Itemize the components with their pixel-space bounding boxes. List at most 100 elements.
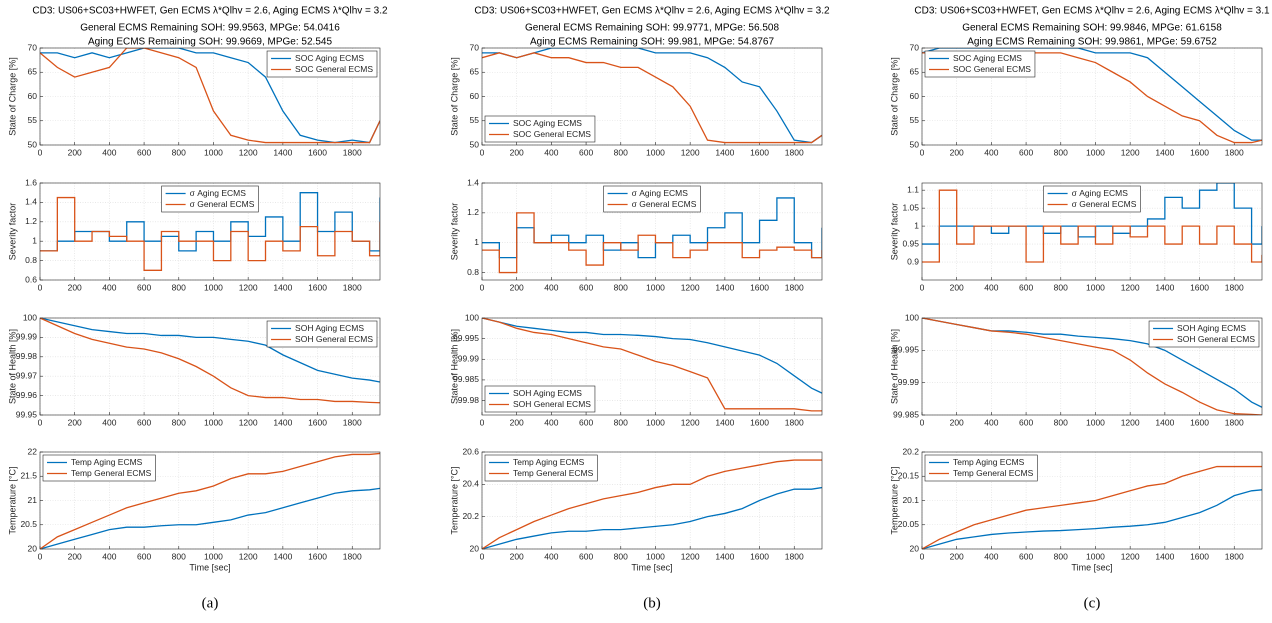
legend-label: Temp General ECMS bbox=[71, 468, 152, 478]
legend-label: SOC Aging ECMS bbox=[513, 118, 582, 128]
x-tick-label: 600 bbox=[579, 417, 593, 427]
legend-box bbox=[42, 454, 156, 482]
x-tick-label: 200 bbox=[68, 417, 82, 427]
legend-box bbox=[603, 185, 701, 213]
y-tick-label: 22 bbox=[28, 446, 38, 456]
y-tick-label: 1.2 bbox=[25, 216, 37, 226]
x-tick-label: 1200 bbox=[1121, 147, 1140, 157]
x-tick-label: 800 bbox=[614, 282, 628, 292]
chart-subtitle: Aging ECMS Remaining SOH: 99.9669, MPGe:… bbox=[88, 37, 332, 48]
x-tick-label: 1000 bbox=[204, 417, 223, 427]
x-tick-label: 0 bbox=[38, 551, 43, 561]
legend-label: SOC Aging ECMS bbox=[953, 53, 1022, 63]
legend-label: σ Aging ECMS bbox=[632, 188, 689, 198]
x-axis-label: Time [sec] bbox=[189, 562, 230, 572]
series-line bbox=[922, 465, 1262, 549]
x-tick-label: 1800 bbox=[1225, 282, 1244, 292]
x-tick-label: 200 bbox=[510, 417, 524, 427]
y-tick-label: 70 bbox=[910, 42, 920, 52]
series-line bbox=[40, 318, 380, 383]
chart-title: CD3: US06+SC03+HWFET, Gen ECMS λ*Qlhv = … bbox=[914, 6, 1270, 17]
x-tick-label: 400 bbox=[544, 417, 558, 427]
x-tick-label: 1200 bbox=[1121, 282, 1140, 292]
legend-label: SOH Aging ECMS bbox=[513, 388, 582, 398]
axes-frame bbox=[481, 182, 823, 281]
y-tick-label: 20.1 bbox=[902, 495, 919, 505]
legend-label: σ Aging ECMS bbox=[190, 188, 247, 198]
axes-frame bbox=[481, 451, 823, 550]
x-tick-label: 1400 bbox=[1155, 417, 1174, 427]
legend-label: σ General ECMS bbox=[632, 199, 697, 209]
legend-label: SOH General ECMS bbox=[295, 334, 373, 344]
y-tick-label: 99.995 bbox=[893, 345, 919, 355]
series-line bbox=[922, 48, 1262, 141]
x-tick-label: 600 bbox=[1019, 551, 1033, 561]
x-tick-label: 0 bbox=[920, 147, 925, 157]
x-tick-label: 1400 bbox=[1155, 551, 1174, 561]
x-tick-label: 1200 bbox=[239, 282, 258, 292]
x-tick-label: 1600 bbox=[308, 417, 327, 427]
x-tick-label: 1200 bbox=[681, 417, 700, 427]
x-tick-label: 400 bbox=[102, 417, 116, 427]
x-tick-label: 1000 bbox=[1086, 282, 1105, 292]
y-axis-label: Temperature [°C] bbox=[449, 466, 459, 534]
y-tick-label: 55 bbox=[470, 115, 480, 125]
x-tick-label: 1800 bbox=[785, 417, 804, 427]
x-tick-label: 200 bbox=[950, 282, 964, 292]
y-tick-label: 70 bbox=[470, 42, 480, 52]
series-line bbox=[482, 52, 822, 144]
x-tick-label: 1000 bbox=[204, 282, 223, 292]
x-tick-label: 1400 bbox=[273, 417, 292, 427]
series-line bbox=[40, 318, 380, 404]
x-tick-label: 1600 bbox=[308, 551, 327, 561]
chart-subtitle: Aging ECMS Remaining SOH: 99.9861, MPGe:… bbox=[967, 37, 1217, 48]
legend-label: SOH General ECMS bbox=[513, 399, 591, 409]
y-tick-label: 99.99 bbox=[16, 332, 38, 342]
y-tick-label: 55 bbox=[28, 115, 38, 125]
legend-label: SOH General ECMS bbox=[1177, 334, 1255, 344]
y-tick-label: 20 bbox=[470, 543, 480, 553]
y-tick-label: 99.985 bbox=[453, 374, 479, 384]
legend-label: σ General ECMS bbox=[1072, 199, 1137, 209]
chart-title: CD3: US06+SC03+HWFET, Gen ECMS λ*Qlhv = … bbox=[32, 6, 388, 17]
legend-box bbox=[924, 454, 1038, 482]
x-tick-label: 0 bbox=[920, 551, 925, 561]
y-tick-label: 0.8 bbox=[25, 255, 37, 265]
y-tick-label: 20.5 bbox=[20, 519, 37, 529]
y-tick-label: 0.8 bbox=[467, 267, 479, 277]
x-tick-label: 1800 bbox=[343, 282, 362, 292]
x-tick-label: 800 bbox=[1054, 417, 1068, 427]
y-tick-label: 0.95 bbox=[902, 238, 919, 248]
chart-subtitle: Aging ECMS Remaining SOH: 99.981, MPGe: … bbox=[530, 37, 774, 48]
x-tick-label: 200 bbox=[68, 147, 82, 157]
x-tick-label: 1800 bbox=[785, 282, 804, 292]
y-tick-label: 0.9 bbox=[907, 256, 919, 266]
x-tick-label: 800 bbox=[172, 551, 186, 561]
x-axis-label: Time [sec] bbox=[631, 562, 672, 572]
x-tick-label: 600 bbox=[1019, 417, 1033, 427]
y-tick-label: 20.2 bbox=[462, 511, 479, 521]
x-tick-label: 600 bbox=[579, 551, 593, 561]
x-tick-label: 0 bbox=[480, 282, 485, 292]
x-tick-label: 1800 bbox=[785, 147, 804, 157]
series-line bbox=[40, 48, 380, 144]
legend-label: SOC General ECMS bbox=[295, 64, 373, 74]
x-tick-label: 0 bbox=[920, 282, 925, 292]
y-axis-label: Severity factor bbox=[7, 203, 17, 261]
x-tick-label: 400 bbox=[102, 147, 116, 157]
legend-box bbox=[484, 115, 596, 143]
y-tick-label: 70 bbox=[28, 42, 38, 52]
axes-frame bbox=[481, 317, 823, 416]
x-tick-label: 1600 bbox=[750, 282, 769, 292]
axes-frame bbox=[921, 317, 1263, 416]
x-tick-label: 1800 bbox=[1225, 551, 1244, 561]
series-line bbox=[40, 452, 380, 549]
x-tick-label: 400 bbox=[984, 147, 998, 157]
y-tick-label: 1.4 bbox=[25, 197, 37, 207]
x-tick-label: 1600 bbox=[1190, 551, 1209, 561]
y-tick-label: 1 bbox=[914, 220, 919, 230]
y-tick-label: 99.95 bbox=[16, 409, 38, 419]
